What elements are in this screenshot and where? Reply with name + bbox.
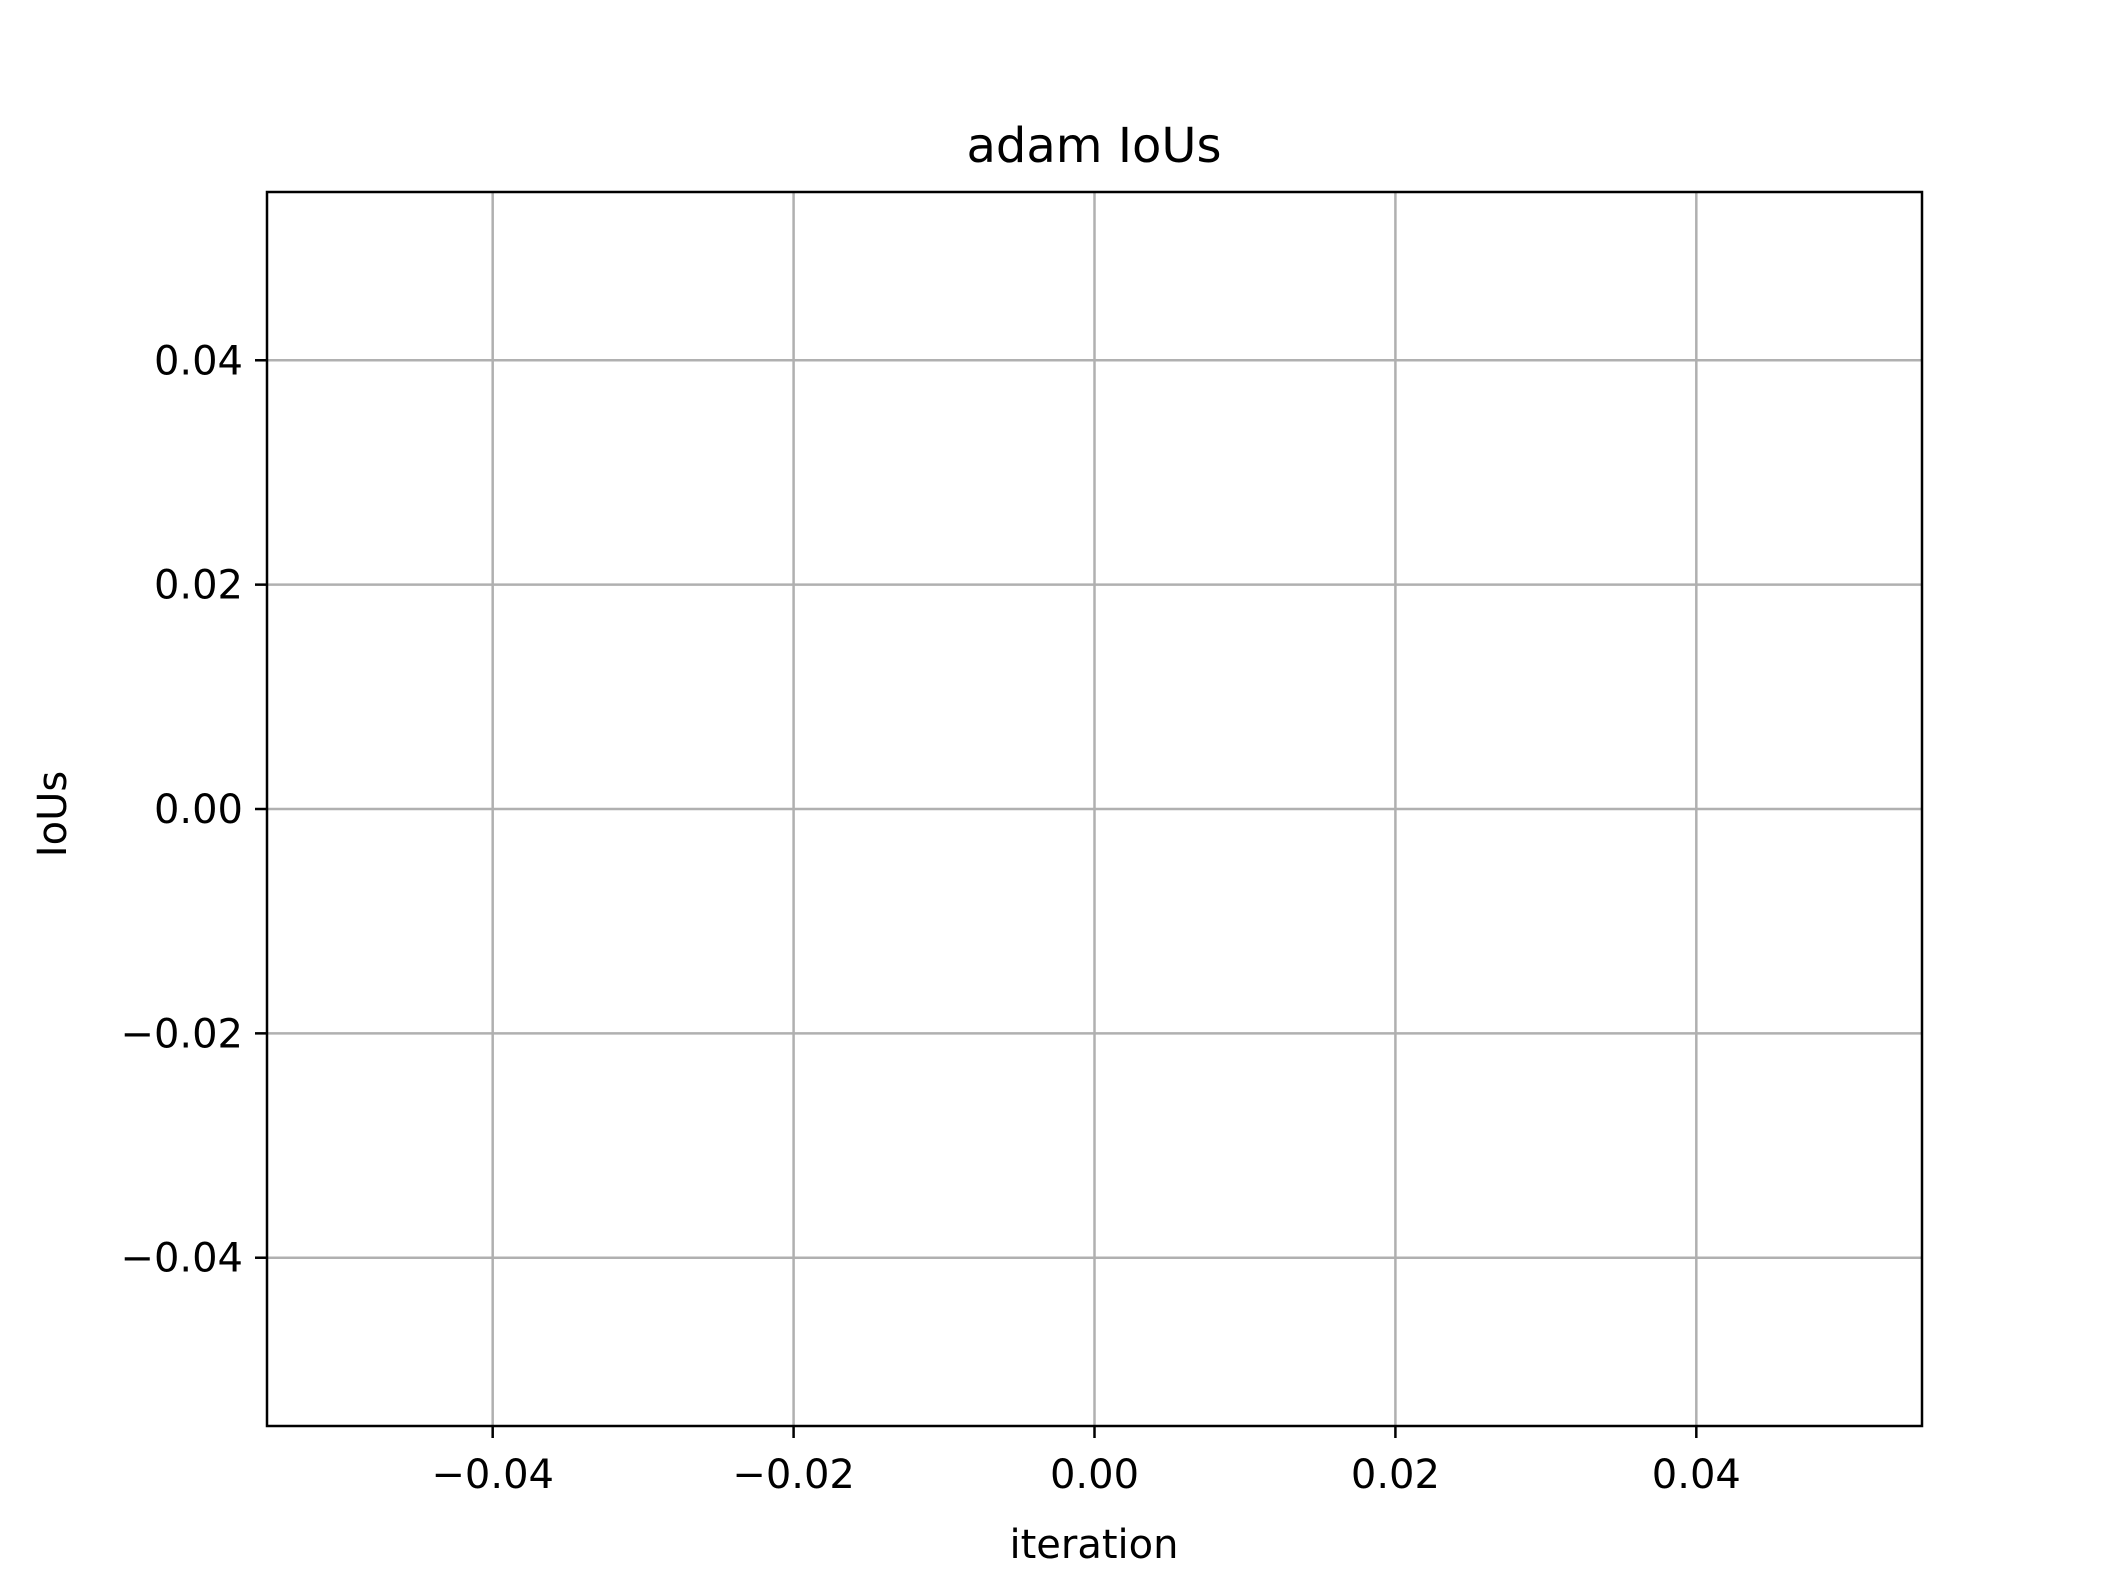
y-tick-label: 0.00 — [154, 787, 243, 833]
x-tick-label: 0.04 — [1652, 1452, 1741, 1498]
x-axis-label: iteration — [1010, 1522, 1179, 1568]
y-tick-label: −0.04 — [120, 1236, 243, 1282]
x-tick-label: −0.04 — [431, 1452, 554, 1498]
y-tick-label: 0.04 — [154, 338, 243, 384]
x-tick-label: 0.02 — [1351, 1452, 1440, 1498]
y-tick-label: −0.02 — [120, 1011, 243, 1057]
grid-lines — [267, 192, 1922, 1426]
plot-area-frame — [265, 190, 1924, 1428]
y-tick-label: 0.02 — [154, 563, 243, 609]
chart-title: adam IoUs — [967, 118, 1222, 174]
y-axis-ticks: −0.04 −0.02 0.00 0.02 0.04 — [120, 338, 267, 1282]
x-axis-ticks: −0.04 −0.02 0.00 0.02 0.04 — [431, 1426, 1741, 1498]
x-tick-label: −0.02 — [732, 1452, 855, 1498]
y-axis-label: IoUs — [30, 771, 76, 857]
x-tick-label: 0.00 — [1050, 1452, 1139, 1498]
